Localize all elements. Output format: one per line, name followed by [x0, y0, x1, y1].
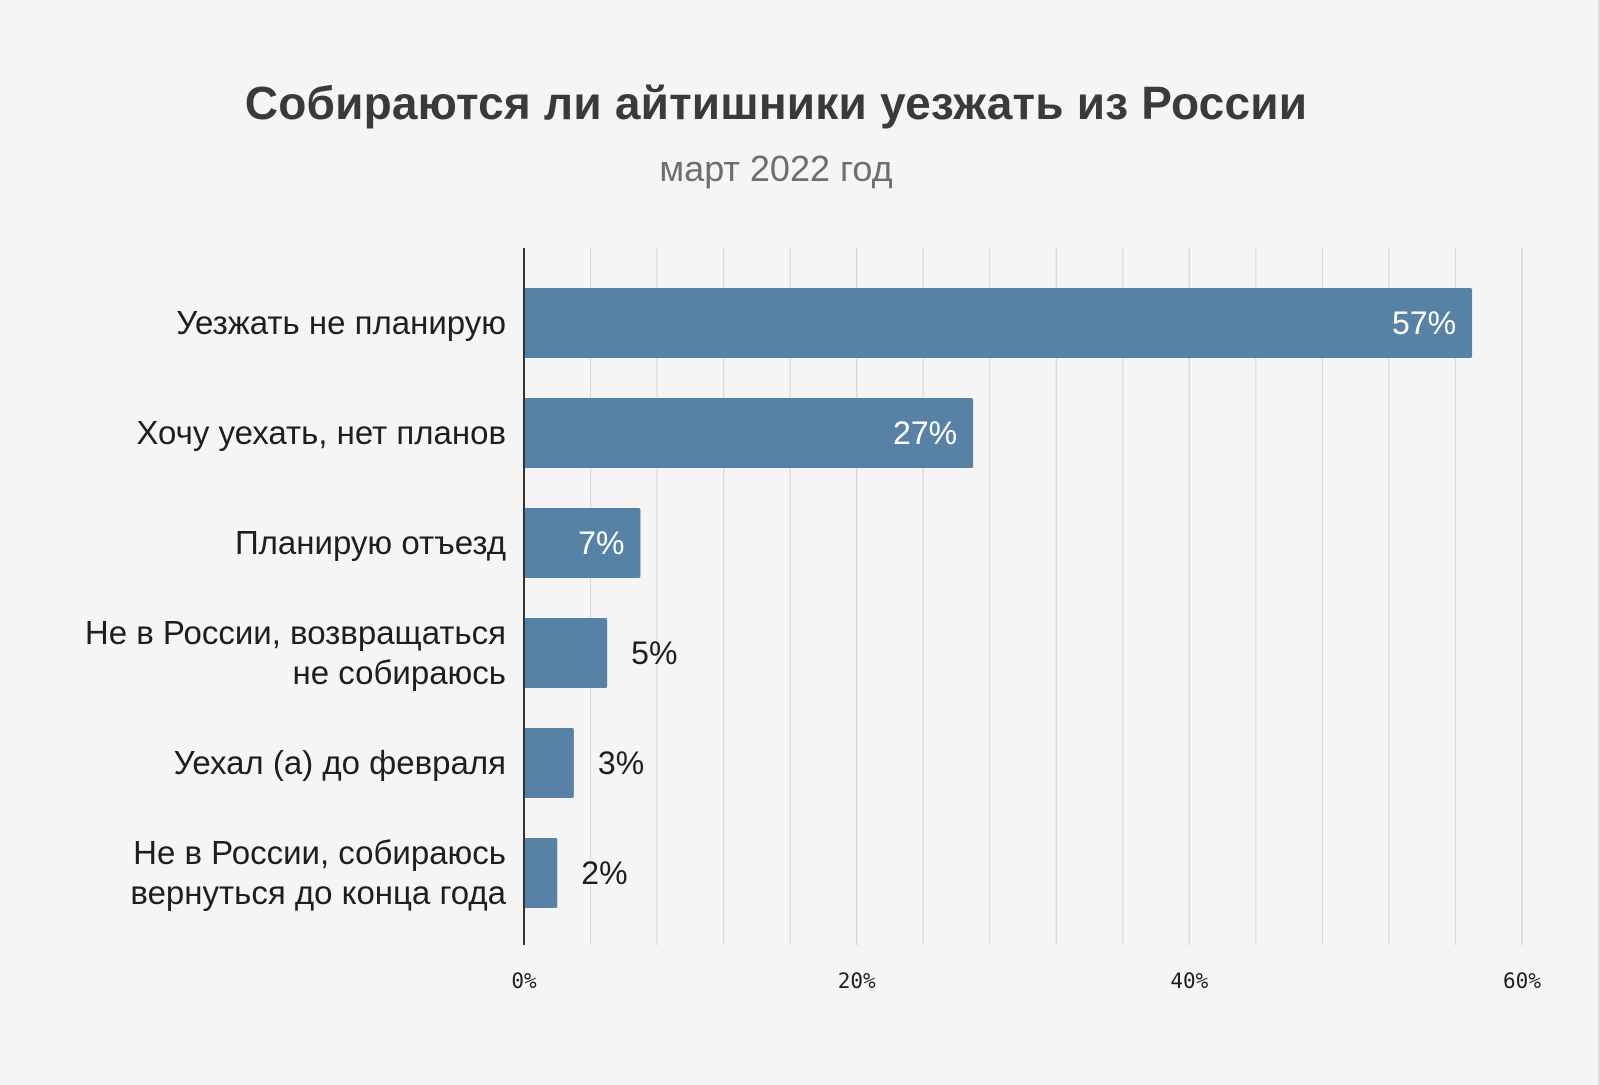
data-label: 57% [1392, 305, 1456, 341]
x-tick-label: 40% [1170, 969, 1208, 993]
bar [524, 728, 574, 798]
category-label: Не в России, возвращаться [85, 614, 506, 651]
category-label: Уехал (а) до февраля [174, 744, 506, 781]
bar [524, 398, 974, 468]
chart-subtitle: март 2022 год [659, 148, 893, 189]
data-label: 27% [893, 415, 957, 451]
bar [524, 508, 641, 578]
data-label: 5% [631, 635, 677, 671]
bar [524, 618, 608, 688]
bar [524, 288, 1473, 358]
category-label: Уезжать не планирую [176, 304, 506, 341]
x-tick-label: 0% [511, 969, 537, 993]
data-label: 3% [598, 745, 644, 781]
data-label: 7% [578, 525, 624, 561]
chart-title: Собираются ли айтишники уезжать из Росси… [244, 77, 1308, 129]
category-label: Не в России, собираюсь [133, 834, 506, 871]
category-label: вернуться до конца года [130, 874, 506, 911]
bar [524, 838, 558, 908]
category-label: Планирую отъезд [235, 524, 506, 561]
x-tick-label: 60% [1503, 969, 1541, 993]
category-label: Хочу уехать, нет планов [136, 414, 506, 451]
x-tick-label: 20% [838, 969, 876, 993]
data-label: 2% [581, 855, 627, 891]
category-label: не собираюсь [293, 654, 506, 691]
